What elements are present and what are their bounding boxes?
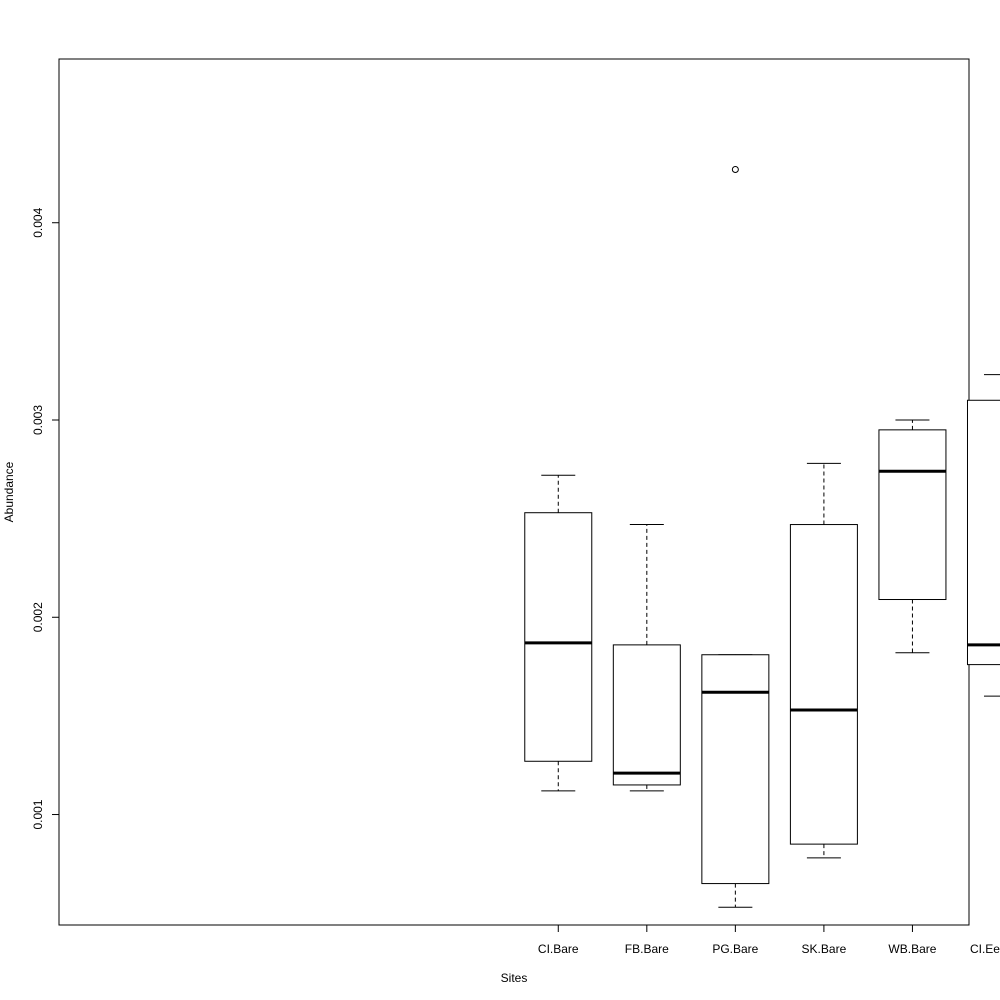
y-tick-label: 0.004 [31, 207, 45, 237]
y-tick-label: 0.003 [31, 405, 45, 435]
box-WB.Bare [878, 419, 947, 654]
x-tick-label: PG.Bare [712, 942, 758, 956]
box-iqr [701, 654, 770, 885]
boxes [524, 165, 1000, 908]
y-tick-label: 0.001 [31, 799, 45, 829]
x-tick-label: CI.Eelgrass [970, 942, 1000, 956]
box-iqr [524, 512, 593, 762]
box-iqr [789, 524, 858, 845]
outlier-point [731, 165, 739, 173]
x-tick-label: SK.Bare [802, 942, 847, 956]
box-iqr [878, 429, 947, 601]
y-axis-title: Abundance [2, 461, 16, 522]
y-axis: 0.001 0.002 0.003 0.004 [31, 207, 59, 830]
x-tick-label: FB.Bare [625, 942, 669, 956]
x-tick-label: WB.Bare [888, 942, 936, 956]
x-axis-title: Sites [501, 971, 528, 985]
box-CI.Eelgrass [966, 374, 1000, 697]
box-iqr [966, 399, 1000, 666]
box-iqr [612, 644, 681, 786]
box-FB.Bare [612, 524, 681, 792]
box-SK.Bare [789, 462, 858, 859]
box-PG.Bare [701, 165, 770, 908]
y-tick-label: 0.002 [31, 602, 45, 632]
x-tick-label: CI.Bare [538, 942, 579, 956]
x-axis: CI.Bare FB.Bare PG.Bare SK.Bare WB.Bare CI.Ee… [538, 925, 1000, 956]
box-CI.Bare [524, 474, 593, 792]
